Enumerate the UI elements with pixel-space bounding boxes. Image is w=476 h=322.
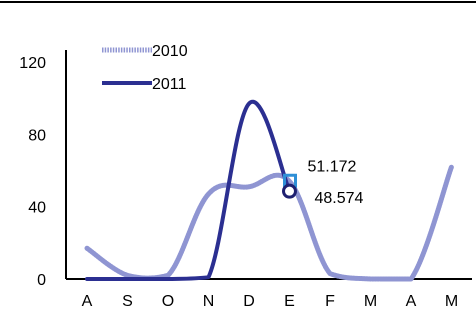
- x-tick-label: D: [243, 293, 255, 310]
- x-tick-label: E: [284, 293, 295, 310]
- x-tick-label: S: [122, 293, 133, 310]
- legend-label-2010: 2010: [152, 43, 188, 60]
- legend: 2010 2011: [102, 43, 188, 93]
- x-tick-label: A: [406, 293, 417, 310]
- y-tick-label: 120: [19, 55, 46, 72]
- y-tick-label: 80: [28, 127, 46, 144]
- x-tick-label: M: [364, 293, 377, 310]
- series-line-2010: [84, 164, 454, 282]
- legend-label-2011: 2011: [152, 76, 187, 93]
- data-label-2011: 48.574: [315, 190, 364, 207]
- data-point-2011: [282, 183, 297, 199]
- x-tick-label: F: [325, 293, 335, 310]
- data-label-2010: 51.172: [308, 158, 357, 175]
- x-tick-label: O: [162, 293, 174, 310]
- x-tick-label: A: [82, 293, 93, 310]
- x-tick-label: N: [203, 293, 215, 310]
- x-tick-label: M: [445, 293, 458, 310]
- axis-labels: 0 40 80 120 A S O N D E F M A M 51.172 48.574: [19, 55, 458, 310]
- series-line-2011: [85, 99, 292, 281]
- y-tick-label: 0: [37, 272, 46, 289]
- plot-area: [84, 99, 454, 282]
- y-tick-label: 40: [28, 200, 46, 217]
